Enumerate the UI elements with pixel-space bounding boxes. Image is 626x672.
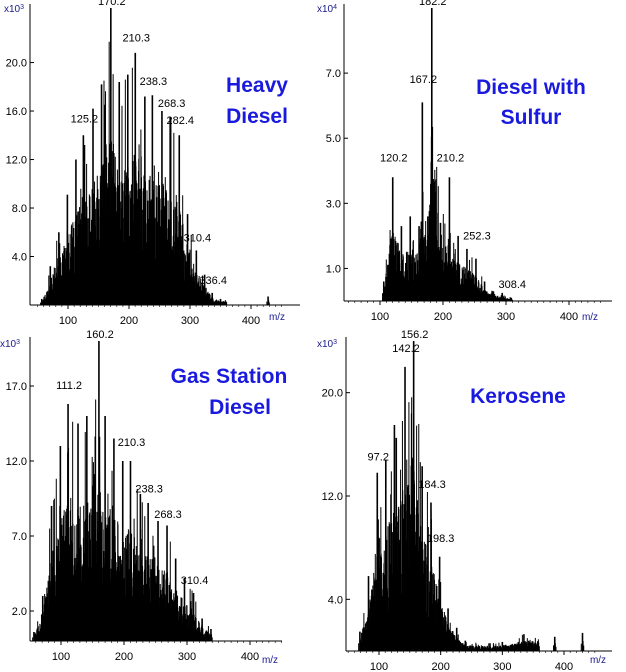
- y-multiplier-label: x103: [4, 4, 24, 16]
- panel-title-line-2: Sulfur: [501, 106, 562, 129]
- peak-label: 210.3: [123, 32, 151, 44]
- peak-label: 120.2: [380, 152, 408, 164]
- x-axis-label: m/z: [269, 312, 285, 323]
- y-tick-label: 8.0: [12, 203, 27, 215]
- y-multiplier-label: x104: [317, 4, 337, 16]
- y-tick-label: 7.0: [326, 68, 341, 80]
- y-tick-label: 4.0: [12, 252, 27, 264]
- panel-title-line-1: Heavy: [226, 74, 288, 97]
- peak-label: 336.4: [199, 275, 227, 287]
- x-tick-label: 200: [431, 661, 449, 672]
- x-tick-label: 100: [52, 651, 70, 663]
- y-tick-label: 12.0: [6, 456, 27, 468]
- y-multiplier-exponent: 4: [333, 4, 337, 11]
- peak-label: 310.4: [184, 232, 212, 244]
- x-axis-label: m/z: [262, 655, 278, 666]
- peak-label: 282.4: [166, 115, 194, 127]
- x-tick-label: 300: [178, 651, 196, 663]
- peak-label: 170.2: [98, 0, 126, 8]
- x-tick-label: 300: [497, 311, 515, 323]
- y-tick-label: 20.0: [6, 58, 27, 70]
- panel-kerosene: Kerosene x103 4.0 12.0 20.0 100 200 300 400 m/z 9…: [317, 329, 612, 672]
- peak-label: 308.4: [499, 279, 527, 291]
- y-tick-label: 12.0: [322, 491, 343, 503]
- y-tick-label: 5.0: [326, 133, 341, 145]
- peak-label: 125.2: [71, 114, 99, 126]
- x-tick-label: 400: [555, 661, 573, 672]
- peak-label: 252.3: [463, 230, 491, 242]
- y-multiplier-exponent: 3: [16, 339, 20, 346]
- peak-label: 238.3: [140, 76, 168, 88]
- y-tick-label: 20.0: [322, 388, 343, 400]
- x-tick-label: 300: [493, 661, 511, 672]
- panel-title-line-2: Diesel: [226, 105, 288, 128]
- y-multiplier-label: x103: [0, 339, 20, 351]
- peak-label: 198.3: [427, 533, 455, 545]
- y-tick-label: 3.0: [326, 198, 341, 210]
- peak-label: 182.2: [419, 0, 447, 8]
- peak-label: 111.2: [56, 380, 82, 392]
- y-tick-label: 1.0: [326, 263, 341, 275]
- x-tick-label: 200: [120, 315, 138, 327]
- panel-gas-station-diesel: Gas Station Diesel x103 2.0 7.0 12.0 17.0 100…: [0, 329, 287, 666]
- y-tick-label: 12.0: [6, 155, 27, 167]
- y-multiplier-exponent: 3: [333, 339, 337, 346]
- y-multiplier-label: x103: [317, 339, 337, 351]
- peak-label: 210.2: [437, 152, 465, 164]
- panel-title-line-2: Diesel: [209, 396, 271, 419]
- peak-label: 238.3: [135, 484, 163, 496]
- y-multiplier-exponent: 3: [20, 4, 24, 11]
- peak-label: 184.3: [418, 479, 446, 491]
- y-tick-label: 7.0: [12, 531, 27, 543]
- x-axis-label: m/z: [590, 655, 606, 666]
- peak-label: 142.2: [392, 343, 420, 355]
- x-tick-label: 100: [370, 661, 388, 672]
- x-tick-label: 400: [241, 651, 259, 663]
- panel-heavy-diesel: Heavy Diesel x103 4.0 8.0 12.0 16.0 20.0 100 20…: [4, 0, 300, 327]
- y-tick-label: 2.0: [12, 606, 27, 618]
- x-tick-label: 100: [59, 315, 77, 327]
- panel-title-line-1: Kerosene: [470, 385, 566, 408]
- panel-title-line-1: Gas Station: [171, 365, 288, 388]
- panel-title-line-1: Diesel with: [476, 76, 586, 99]
- peak-label: 167.2: [410, 74, 438, 86]
- x-tick-label: 300: [181, 315, 199, 327]
- y-tick-label: 16.0: [6, 106, 27, 118]
- peak-label: 156.2: [401, 329, 429, 341]
- peak-label: 310.4: [181, 575, 209, 587]
- peak-label: 210.3: [118, 437, 146, 449]
- x-tick-label: 200: [434, 311, 452, 323]
- x-tick-label: 200: [115, 651, 133, 663]
- x-axis-label: m/z: [582, 312, 598, 323]
- peak-label: 97.2: [368, 452, 389, 464]
- y-tick-label: 17.0: [6, 381, 27, 393]
- peak-label: 160.2: [86, 329, 114, 341]
- x-tick-label: 100: [371, 311, 389, 323]
- panel-diesel-with-sulfur: Diesel with Sulfur x104 1.0 3.0 5.0 7.0 100 20…: [317, 0, 612, 323]
- x-tick-label: 400: [242, 315, 260, 327]
- peak-label: 268.3: [158, 98, 186, 110]
- y-tick-label: 4.0: [328, 594, 343, 606]
- x-tick-label: 400: [560, 311, 578, 323]
- peak-label: 268.3: [154, 509, 182, 521]
